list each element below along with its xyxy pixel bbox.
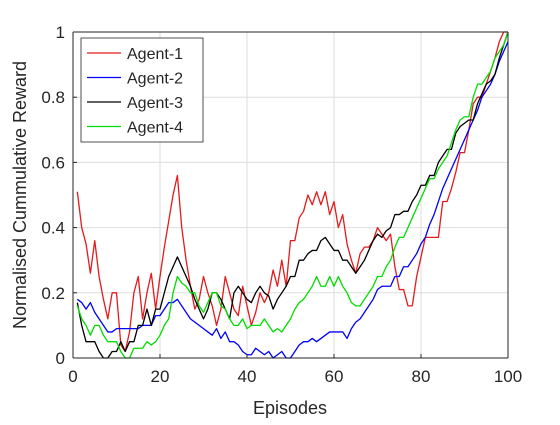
y-tick-label: 0 <box>56 349 65 368</box>
x-tick-label: 40 <box>238 367 257 386</box>
x-axis-label: Episodes <box>253 398 327 418</box>
ticks: 0 20 40 60 80 100 0 0.2 0.4 0.6 0.8 1 <box>41 23 522 386</box>
legend: Agent-1 Agent-2 Agent-3 Agent-4 <box>80 37 204 143</box>
y-axis-label: Normalised Cummulative Reward <box>10 61 30 329</box>
legend-label-agent-3: Agent-3 <box>127 95 183 112</box>
series-line-agent-3 <box>76 31 509 359</box>
y-tick-label: 0.8 <box>41 88 65 107</box>
x-tick-label: 60 <box>325 367 344 386</box>
axes-frame <box>72 31 509 359</box>
y-tick-label: 1 <box>56 23 65 42</box>
x-tick-label: 20 <box>151 367 170 386</box>
legend-label-agent-2: Agent-2 <box>127 71 183 88</box>
legend-label-agent-1: Agent-1 <box>127 46 183 63</box>
series-line-agent-1 <box>76 31 508 353</box>
series-layer <box>76 31 509 359</box>
legend-label-agent-4: Agent-4 <box>127 120 183 137</box>
x-tick-label: 80 <box>412 367 431 386</box>
x-tick-label: 100 <box>494 367 522 386</box>
legend-box <box>80 37 204 143</box>
y-tick-label: 0.2 <box>41 284 65 303</box>
series-line-agent-2 <box>76 41 509 359</box>
series-line-agent-4 <box>76 31 509 359</box>
x-tick-label: 0 <box>68 367 77 386</box>
y-tick-label: 0.4 <box>41 219 65 238</box>
y-tick-label: 0.6 <box>41 153 65 172</box>
